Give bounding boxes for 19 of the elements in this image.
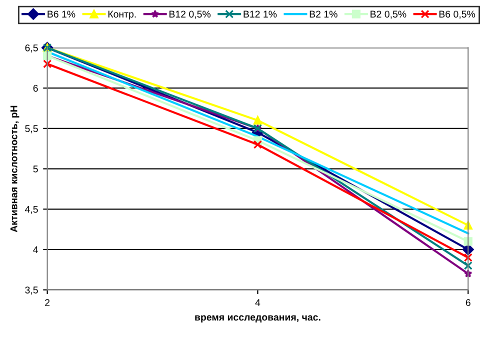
- x-tick-label: 6: [466, 299, 470, 306]
- x-tick-label: 4: [255, 299, 260, 306]
- legend-label: B12 1%: [244, 10, 277, 18]
- y-tick-label: 3,5: [25, 286, 38, 295]
- y-tick-label: 5,5: [25, 125, 38, 134]
- legend-label: Контр.: [108, 10, 136, 20]
- legend-label: B2 1%: [310, 10, 338, 18]
- legend-label: B2 0,5%: [370, 10, 406, 19]
- y-tick-label: 6,5: [25, 44, 38, 53]
- y-tick-label: 6: [33, 84, 38, 92]
- legend-label: B12 0,5%: [170, 10, 211, 19]
- y-tick-label: 4,5: [24, 206, 38, 214]
- legend-label: B6 0,5%: [439, 10, 476, 19]
- y-tick-label: 5: [33, 166, 38, 172]
- y-axis-title: Активная кислотность, pH: [10, 106, 20, 232]
- legend-label: B6 1%: [48, 10, 76, 18]
- y-tick-label: 4: [33, 246, 38, 254]
- x-axis-title: время исследования, час.: [195, 315, 320, 323]
- x-tick-label: 2: [45, 299, 50, 306]
